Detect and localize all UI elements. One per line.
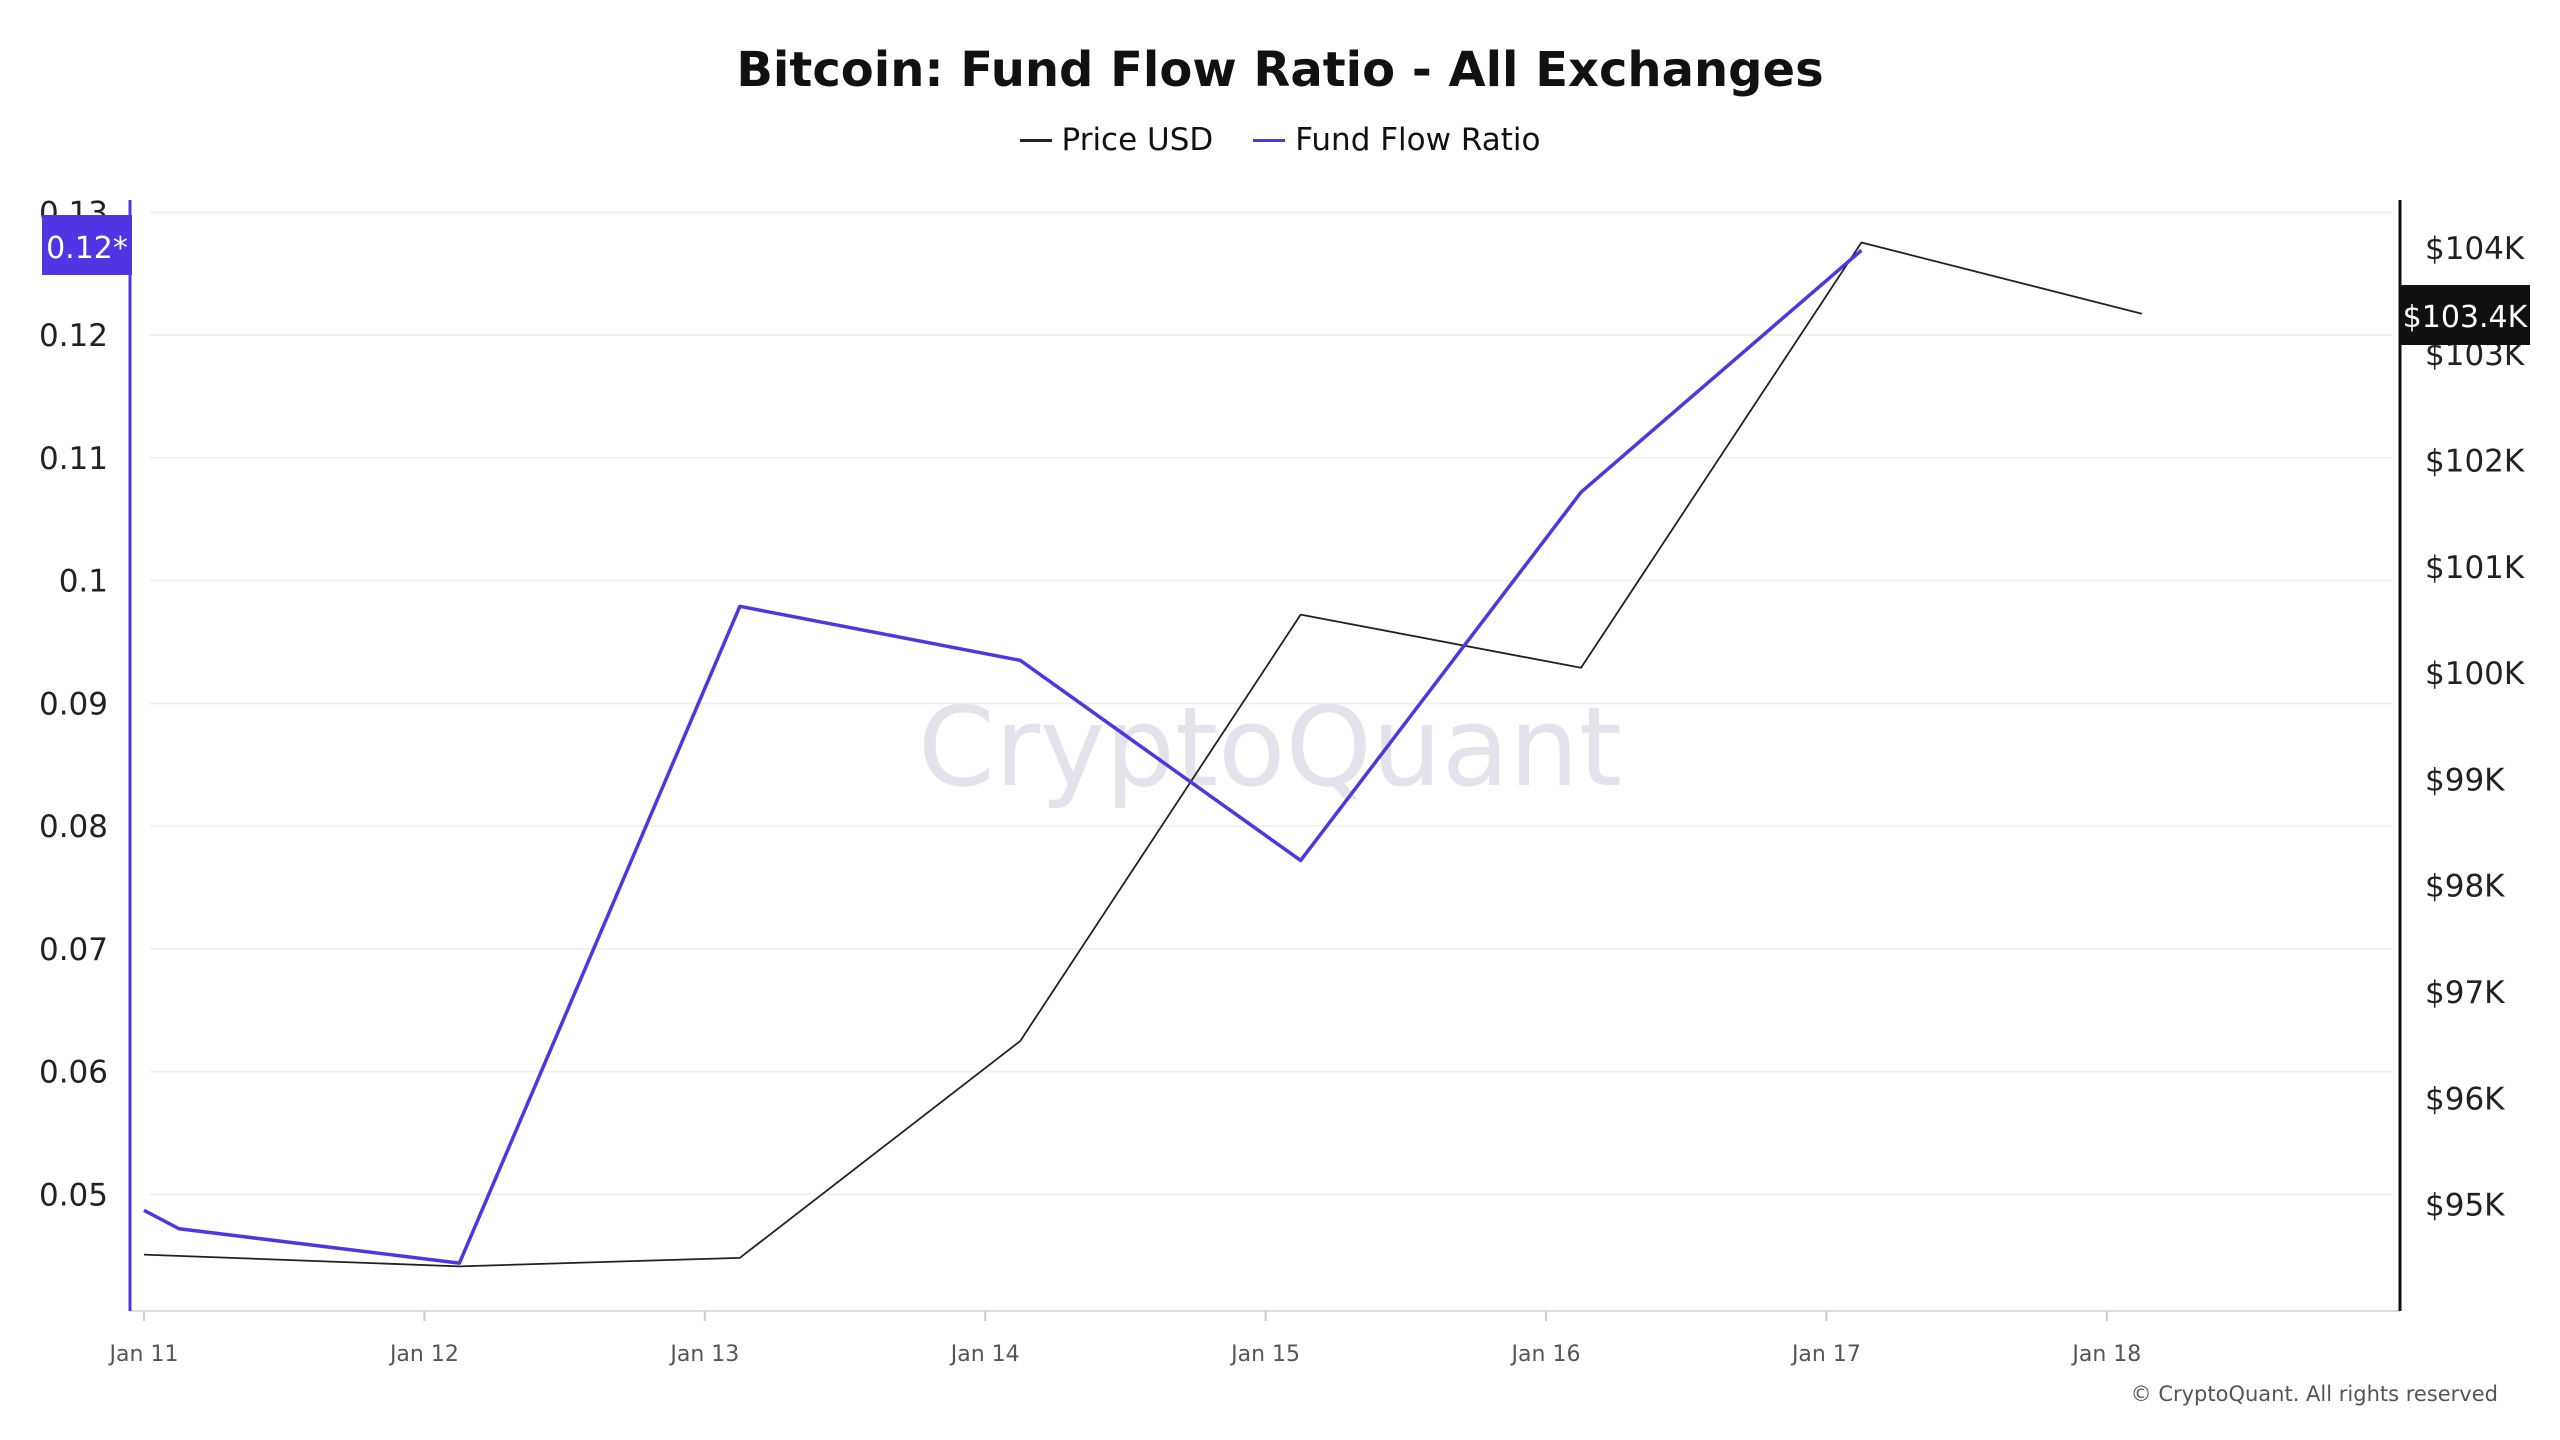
left-axis-tick-label: 0.12: [39, 318, 108, 354]
legend: Price USD Fund Flow Ratio: [0, 122, 2560, 158]
chart-title: Bitcoin: Fund Flow Ratio - All Exchanges: [736, 42, 1824, 98]
x-axis-tick-label: Jan 15: [1229, 1342, 1300, 1367]
legend-label-fund-flow: Fund Flow Ratio: [1295, 122, 1541, 158]
left-axis-tick-label: 0.06: [39, 1055, 108, 1091]
legend-label-price: Price USD: [1061, 122, 1214, 158]
left-axis-tick-label: 0.05: [39, 1177, 108, 1213]
x-axis-tick-label: Jan 12: [388, 1342, 459, 1367]
left-axis-tick-label: 0.07: [39, 932, 108, 968]
legend-item-fund-flow[interactable]: Fund Flow Ratio: [1253, 122, 1540, 158]
right-axis-tick-label: $102K: [2425, 443, 2525, 479]
right-axis-tick-label: $100K: [2425, 656, 2525, 692]
x-axis-tick-label: Jan 13: [668, 1342, 739, 1367]
x-axis-tick-label: Jan 14: [949, 1342, 1020, 1367]
right-axis-tick-label: $96K: [2425, 1081, 2505, 1117]
price-usd-line: [143, 241, 2143, 1268]
right-current-value-label: $103.4K: [2403, 300, 2529, 335]
right-axis-tick-label: $95K: [2425, 1188, 2505, 1224]
left-axis-tick-label: 0.08: [39, 809, 108, 845]
x-axis-tick-label: Jan 16: [1510, 1342, 1581, 1367]
right-axis-tick-label: $97K: [2425, 975, 2505, 1011]
left-axis-tick-label: 0.09: [39, 686, 108, 722]
left-axis-tick-label: 0.1: [59, 564, 108, 600]
right-axis-tick-label: $101K: [2425, 550, 2525, 586]
left-current-value-badge: [42, 215, 132, 275]
copyright-footer: © CryptoQuant. All rights reserved: [2130, 1382, 2498, 1406]
right-axis-tick-label: $99K: [2425, 762, 2505, 798]
x-axis-tick-label: Jan 17: [1790, 1342, 1861, 1367]
watermark: CryptoQuant: [918, 683, 1622, 811]
left-axis-tick-label: 0.11: [39, 441, 108, 477]
legend-item-price[interactable]: Price USD: [1019, 122, 1214, 158]
legend-swatch-fund-flow: [1253, 138, 1286, 142]
legend-swatch-price: [1019, 138, 1052, 142]
x-axis-tick-label: Jan 11: [108, 1342, 179, 1367]
fund-flow-ratio-line: [143, 249, 1863, 1265]
x-axis-tick-label: Jan 18: [2070, 1342, 2141, 1367]
right-axis-tick-label: $98K: [2425, 869, 2505, 905]
right-current-value-badge: [2400, 285, 2530, 345]
right-axis-tick-label: $104K: [2425, 231, 2525, 267]
left-current-value-label: 0.12*: [46, 231, 128, 266]
